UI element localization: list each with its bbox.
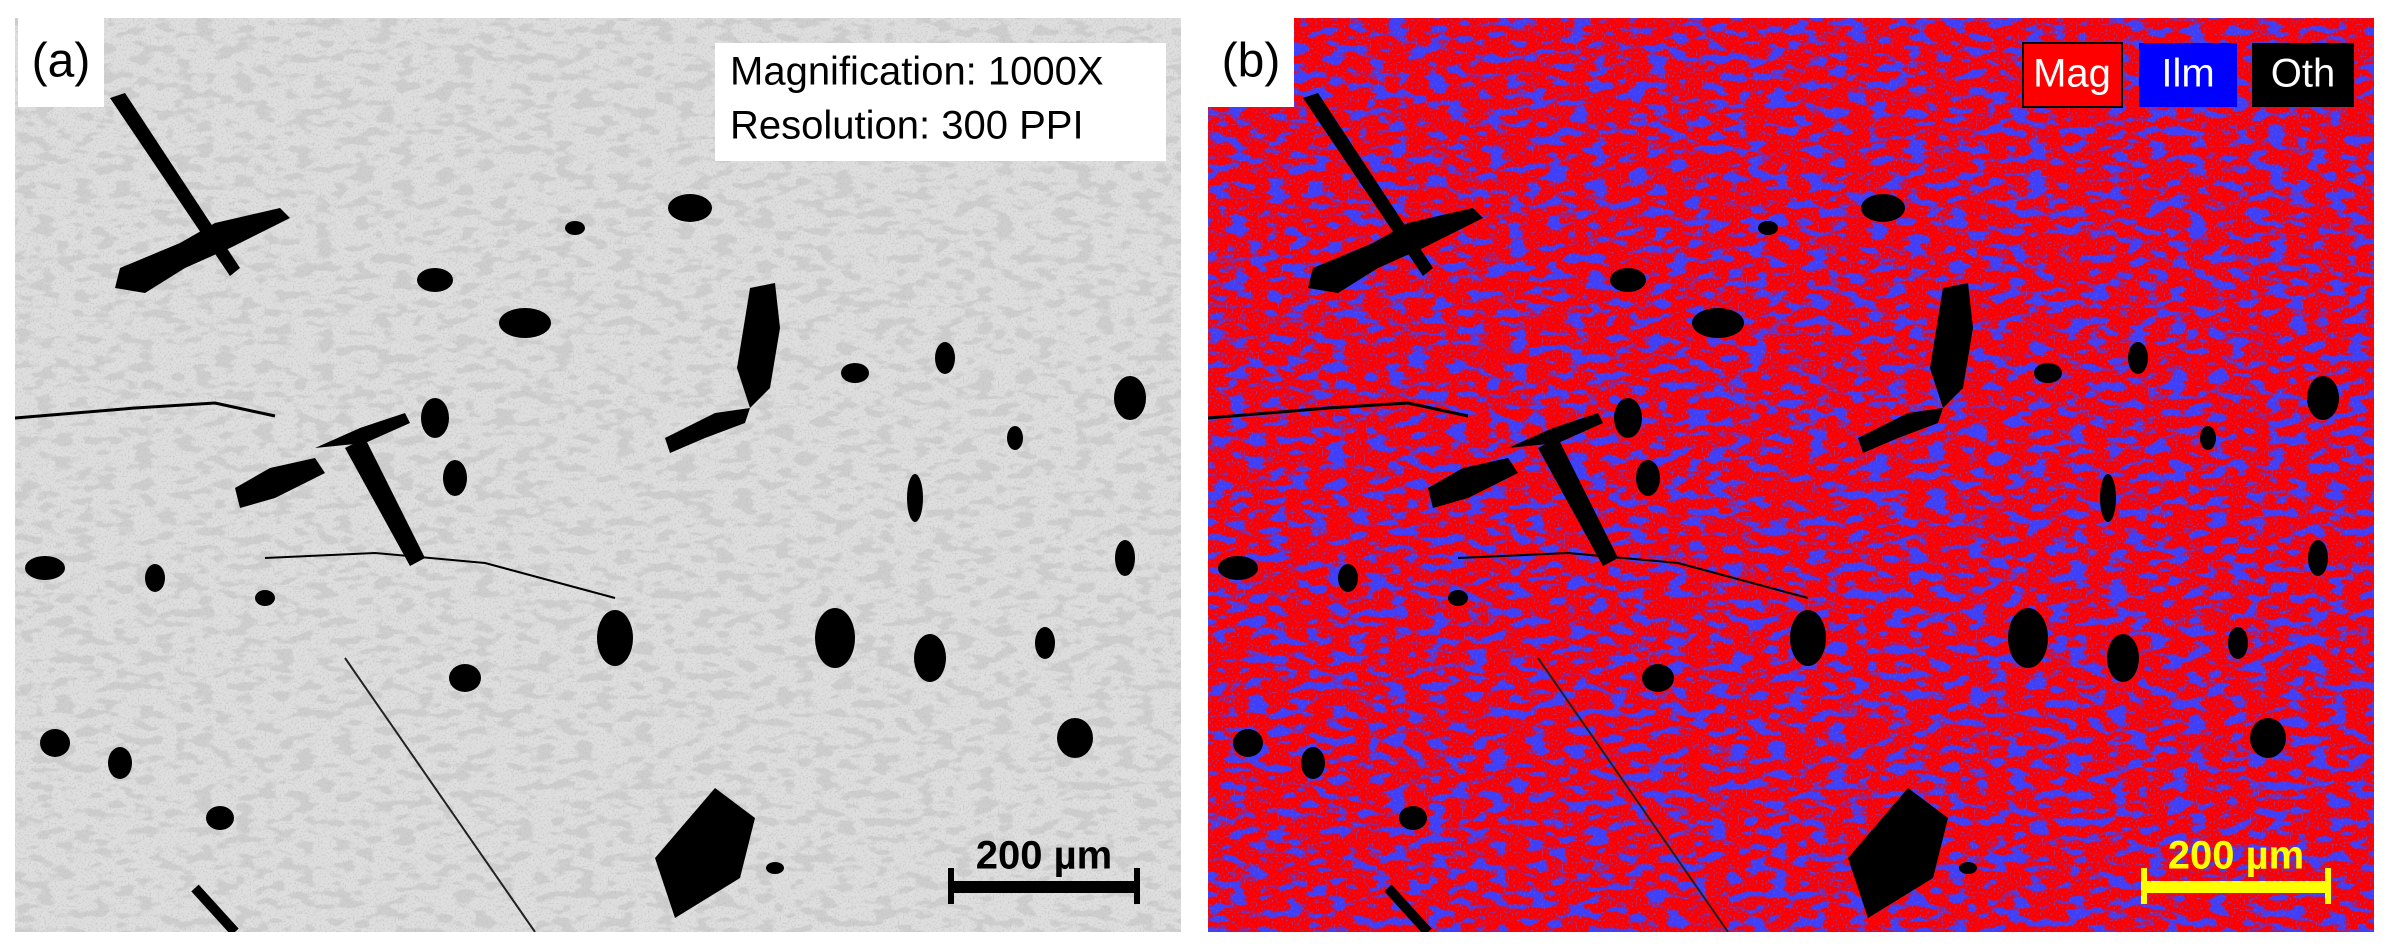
texture xyxy=(15,18,1181,932)
legend-swatch xyxy=(2022,42,2123,108)
scale-bar xyxy=(2325,868,2331,904)
panel-label: (b) xyxy=(1222,35,1281,88)
panel-b: (b) Mag Ilm Oth 200 µm xyxy=(1208,18,2374,932)
scale-bar xyxy=(948,868,954,904)
legend-label: Mag xyxy=(2033,52,2111,96)
scale-bar xyxy=(1134,868,1140,904)
annotation: Magnification: 1000X xyxy=(730,50,1104,94)
panel-label: (a) xyxy=(32,35,91,88)
label-box xyxy=(18,18,104,107)
panel-a: (a) Magnification: 1000X Resolution: 300… xyxy=(15,18,1181,932)
legend-swatch xyxy=(2252,43,2354,107)
annotation-box xyxy=(715,43,1166,161)
legend-label: Oth xyxy=(2271,52,2335,96)
legend-swatch xyxy=(2139,43,2237,107)
legend-label: Ilm xyxy=(2161,52,2214,96)
texture xyxy=(1208,18,2374,932)
scale-label: 200 µm xyxy=(976,834,1112,878)
scale-bar xyxy=(948,881,1140,893)
scale-bar xyxy=(2141,868,2147,904)
annotation: Resolution: 300 PPI xyxy=(730,104,1084,148)
scale-bar xyxy=(2141,881,2331,893)
label-box xyxy=(1208,18,1294,107)
scale-label: 200 µm xyxy=(2168,834,2304,878)
